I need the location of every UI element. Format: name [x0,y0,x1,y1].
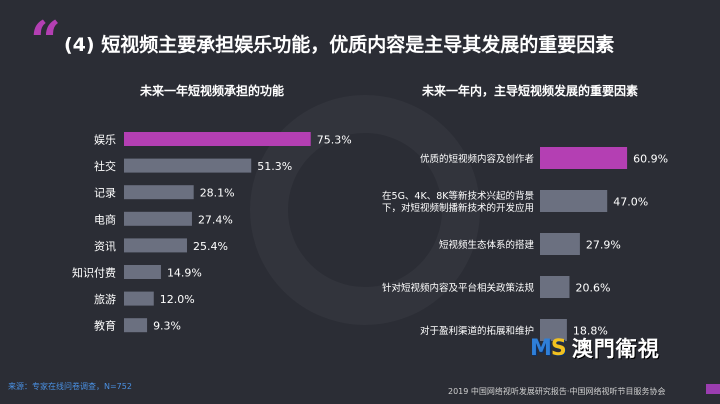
right-bar [540,190,608,212]
left-bar [124,238,187,253]
left-category-label: 社交 [94,159,116,173]
logo-text: 澳門衛視 [571,337,660,361]
right-bar [540,319,567,341]
left-value-label: 27.4% [198,213,233,226]
left-bar-chart: 娱乐 75.3% 社交 51.3% 记录 28.1% 电商 27.4% 资讯 25.4% 知识付费 1… [72,132,352,333]
left-chart-title: 未来一年短视频承担的功能 [140,84,285,98]
right-chart-title: 未来一年内，主导短视频发展的重要因素 [422,84,639,98]
left-bar [124,291,154,306]
right-bar [540,147,628,169]
left-value-label: 14.9% [167,267,202,280]
right-category-label: 短视频生态体系的搭建 [439,239,535,251]
right-value-label: 20.6% [575,282,610,295]
left-category-label: 记录 [94,187,116,200]
left-value-label: 51.3% [257,160,292,173]
left-value-label: 12.0% [160,293,195,306]
right-bar [540,276,570,298]
footer-accent-bar [706,384,720,394]
right-value-label: 18.8% [573,325,608,338]
right-value-label: 47.0% [613,196,648,209]
left-value-label: 25.4% [193,240,228,253]
quote-mark-icon: “ [30,9,62,73]
left-bar [124,318,148,333]
left-bar [124,132,311,146]
left-category-label: 教育 [94,319,116,333]
right-category-label: 下，对短视频制播新技术的开发应用 [382,202,534,214]
left-bar [124,158,252,173]
slide-title: (4) 短视频主要承担娱乐功能，优质内容是主导其发展的重要因素 [64,34,615,56]
right-category-label: 针对短视频内容及平台相关政策法规 [382,282,535,294]
logo-ms-mark: MS [530,335,567,361]
left-category-label: 旅游 [94,292,116,306]
right-category-label: 在5G、4K、8K等新技术兴起的背景 [382,190,534,202]
right-category-label: 优质的短视频内容及创作者 [420,153,534,165]
left-bar [124,185,194,200]
left-bar [124,211,192,226]
left-value-label: 75.3% [317,134,352,147]
watermark-logo: MS 澳門衛視 [530,330,660,366]
left-category-label: 资讯 [94,240,116,253]
left-bar [124,265,161,279]
source-note: 来源：专家在线问卷调查，N=752 [8,382,132,391]
left-value-label: 28.1% [200,187,235,200]
right-value-label: 27.9% [586,239,621,252]
right-value-label: 60.9% [633,153,668,166]
right-bar [540,233,580,255]
left-category-label: 电商 [94,212,116,226]
left-category-label: 知识付费 [72,266,116,280]
left-value-label: 9.3% [153,320,181,333]
right-category-label: 对于盈利渠道的拓展和维护 [420,325,534,337]
footer-text: 2019 中国网络视听发展研究报告·中国网络视听节目服务协会 [448,387,666,396]
left-category-label: 娱乐 [94,133,116,147]
